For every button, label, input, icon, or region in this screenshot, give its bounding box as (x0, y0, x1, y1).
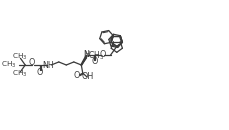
Text: N: N (83, 50, 89, 60)
Text: CH$_3$: CH$_3$ (12, 69, 28, 79)
Polygon shape (81, 56, 87, 65)
Text: O: O (37, 68, 43, 77)
Text: O: O (91, 57, 97, 66)
Text: H: H (84, 51, 89, 57)
Text: NH: NH (43, 60, 54, 70)
Text: CH$_3$: CH$_3$ (88, 50, 104, 62)
Text: O: O (74, 72, 80, 80)
Text: O: O (99, 50, 106, 60)
Text: CH$_3$: CH$_3$ (12, 51, 28, 61)
Text: CH$_3$: CH$_3$ (2, 60, 17, 70)
Text: O: O (29, 58, 35, 67)
Text: OH: OH (82, 72, 94, 81)
